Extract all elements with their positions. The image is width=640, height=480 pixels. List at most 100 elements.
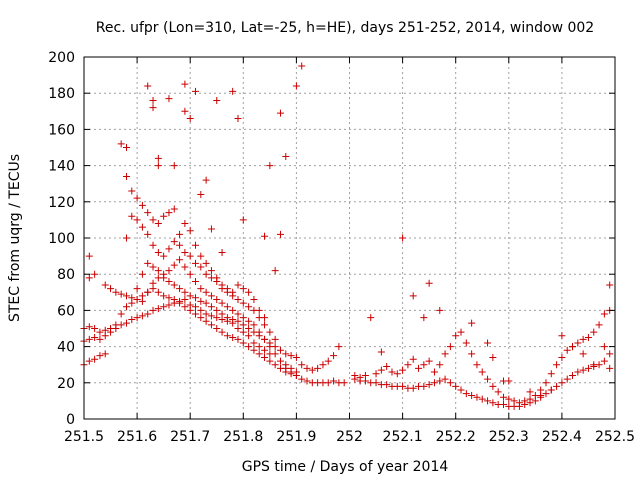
- data-point: [478, 368, 486, 376]
- data-point: [399, 382, 407, 390]
- data-point: [170, 205, 178, 213]
- data-point: [144, 82, 152, 90]
- data-point: [128, 212, 136, 220]
- data-point: [245, 325, 253, 332]
- data-point: [239, 285, 247, 293]
- x-tick-label: 252.5: [595, 429, 635, 445]
- data-point: [393, 370, 401, 378]
- data-point: [192, 241, 200, 249]
- data-point: [96, 352, 104, 360]
- axis-ticks: 251.5 251.6 251.7 251.8 251.9 252 252.1 252.2 25…: [48, 50, 635, 445]
- data-point: [207, 225, 215, 233]
- data-point: [213, 325, 221, 332]
- data-point: [361, 372, 369, 380]
- data-point: [271, 361, 279, 369]
- y-axis-label: STEC from uqrg / TECUs: [7, 154, 23, 322]
- data-point: [436, 361, 444, 369]
- data-point: [91, 355, 99, 363]
- data-point: [165, 209, 173, 217]
- data-point: [234, 335, 242, 343]
- data-point: [484, 375, 492, 383]
- data-point: [202, 317, 210, 325]
- data-point: [255, 343, 263, 351]
- data-point: [494, 388, 502, 396]
- data-point: [170, 296, 178, 304]
- x-tick-label: 252.4: [542, 429, 582, 445]
- y-tick-label: 20: [57, 376, 75, 392]
- data-point: [181, 303, 189, 311]
- data-point: [101, 350, 109, 358]
- data-point: [569, 343, 577, 351]
- data-point: [138, 201, 146, 209]
- data-point: [489, 399, 497, 407]
- data-point: [595, 321, 603, 329]
- data-point: [85, 252, 93, 260]
- data-point: [207, 303, 215, 311]
- data-point: [600, 310, 608, 318]
- data-point: [245, 288, 253, 296]
- data-point: [192, 310, 200, 318]
- data-point: [96, 335, 104, 343]
- data-point: [425, 357, 433, 365]
- x-tick-label: 251.9: [276, 429, 316, 445]
- data-point: [590, 361, 598, 369]
- y-tick-label: 40: [57, 340, 75, 356]
- data-point: [192, 259, 200, 267]
- data-point: [499, 401, 507, 409]
- data-point: [197, 297, 205, 305]
- data-point: [197, 306, 205, 314]
- data-point: [574, 339, 582, 347]
- data-point: [436, 377, 444, 385]
- data-point: [197, 191, 205, 199]
- data-point: [181, 296, 189, 304]
- data-point: [261, 232, 269, 240]
- data-point: [505, 377, 513, 385]
- data-point: [154, 154, 162, 162]
- data-point: [85, 274, 93, 282]
- data-point: [457, 386, 465, 394]
- data-point: [446, 343, 454, 351]
- data-point: [600, 357, 608, 365]
- data-point: [202, 270, 210, 278]
- data-point: [420, 314, 428, 322]
- data-point: [239, 339, 247, 347]
- data-point: [144, 259, 152, 267]
- data-point: [144, 209, 152, 217]
- data-point: [266, 339, 274, 347]
- data-point: [388, 368, 396, 376]
- data-point: [250, 346, 258, 354]
- data-point: [186, 292, 194, 300]
- data-point: [415, 364, 423, 372]
- data-point: [324, 357, 332, 365]
- data-point: [367, 314, 375, 322]
- data-point: [122, 234, 130, 242]
- data-point: [271, 350, 279, 358]
- data-point: [133, 296, 141, 304]
- data-point: [128, 294, 136, 302]
- data-point: [165, 301, 173, 309]
- data-point: [160, 274, 168, 282]
- data-point: [276, 109, 284, 117]
- data-point: [261, 353, 269, 361]
- data-point: [308, 366, 316, 374]
- data-point: [133, 216, 141, 224]
- data-point: [186, 306, 194, 314]
- data-point: [170, 162, 178, 170]
- data-point: [441, 350, 449, 358]
- data-point: [261, 346, 269, 354]
- y-tick-label: 60: [57, 303, 75, 319]
- data-point: [197, 252, 205, 260]
- y-tick-label: 0: [66, 412, 75, 428]
- y-tick-label: 160: [48, 122, 75, 138]
- x-tick-label: 252.2: [436, 429, 476, 445]
- data-point: [319, 361, 327, 369]
- data-point: [239, 299, 247, 307]
- data-point: [128, 315, 136, 323]
- data-point: [584, 364, 592, 372]
- data-point: [165, 95, 173, 103]
- data-point: [138, 270, 146, 278]
- data-point: [409, 355, 417, 363]
- data-point: [234, 325, 242, 332]
- data-point: [186, 115, 194, 123]
- data-point: [245, 332, 253, 340]
